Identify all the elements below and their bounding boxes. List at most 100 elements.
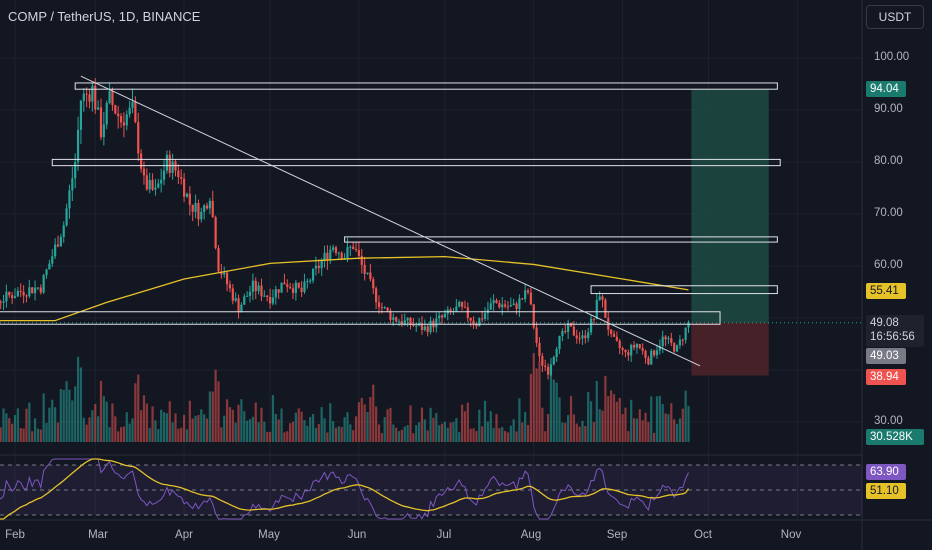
volume-bar [667,414,670,442]
candle-body [260,285,263,297]
candle-body [148,179,151,190]
volume-bar [320,407,323,442]
volume-bar [128,423,131,442]
volume-bar [286,431,289,442]
candle-body [360,256,363,265]
volume-bar [131,418,134,442]
candle-body [25,295,28,297]
candle-body [558,335,561,350]
candle-body [160,179,163,184]
volume-bar [624,407,627,442]
candle-body [2,301,5,303]
candle-body [297,282,300,288]
candle-body [426,326,429,333]
volume-bar [386,409,389,442]
volume-bar [607,396,610,442]
volume-bar [415,425,418,442]
candle-body [406,317,409,321]
candle-body [372,279,375,289]
candle-body [85,93,88,95]
candle-body [22,291,25,296]
candle-body [463,306,467,308]
ma-value-badge: 55.41 [866,283,906,299]
candle-body [263,295,266,297]
candle-body [151,179,154,190]
loss-zone [691,322,769,376]
volume-bar [48,407,51,442]
candle-body [630,345,633,356]
volume-bar [197,414,200,442]
candle-body [271,297,275,304]
currency-button[interactable]: USDT [866,5,924,29]
volume-bar [111,403,114,442]
candle-body [621,348,624,350]
volume-bar [578,426,581,442]
volume-bar [59,388,62,442]
candle-body [495,300,498,303]
volume-bar [610,390,613,442]
volume-bar [400,429,404,442]
volume-bar [555,382,558,442]
volume-bar [644,412,647,442]
candle-body [653,350,656,356]
candle-body [268,296,272,304]
candle-body [231,288,234,301]
candle-body [243,296,246,305]
candle-body [675,345,679,352]
volume-bar [478,409,481,442]
volume-bar [495,414,498,442]
candle-body [501,304,504,308]
volume-bar [231,409,234,442]
candle-body [185,193,189,197]
volume-bar [420,407,424,442]
candle-body [526,290,530,293]
volume-bar [125,412,128,442]
candle-body [99,107,103,138]
volume-bar [248,419,252,442]
volume-bar [544,431,547,442]
volume-bar [349,424,352,442]
volume-bar [154,420,157,442]
level-zones [0,82,781,325]
volume-bar [650,396,653,442]
volume-bar [587,391,590,442]
volume-bar [76,356,80,442]
volume-bar [460,404,464,442]
volume-bar [300,411,303,442]
candle-body [11,295,14,299]
candle-body [518,298,521,309]
volume-bar [234,422,237,442]
candle-body [131,101,134,108]
volume-bar [360,397,363,442]
volume-bar [340,427,343,442]
candle-body [658,346,661,351]
candle-body [317,265,320,269]
candle-body [544,365,547,367]
candle-body [246,295,249,297]
volume-bar [334,427,338,442]
volume-bar [237,404,240,442]
volume-bar [366,412,369,442]
price-tick-90: 90.00 [874,103,903,115]
volume-bar [119,427,123,442]
volume-bar [157,429,160,442]
prev-close-badge: 49.03 [866,348,906,364]
candle-body [306,281,309,283]
candle-body [122,122,126,126]
volume-bar [472,428,475,442]
candle-body [108,91,111,104]
candle-body [612,333,616,337]
volume-bar [182,414,186,442]
volume-bar [449,422,452,442]
volume-bar [466,402,469,442]
candle-body [409,317,412,325]
volume-bar [529,373,532,442]
candle-body [277,289,280,293]
volume-bar [39,429,42,442]
volume-bar [552,379,555,442]
volume-bar [687,405,690,442]
candle-body [65,208,68,226]
volume-bar [68,389,71,442]
volume-bar [326,432,329,442]
